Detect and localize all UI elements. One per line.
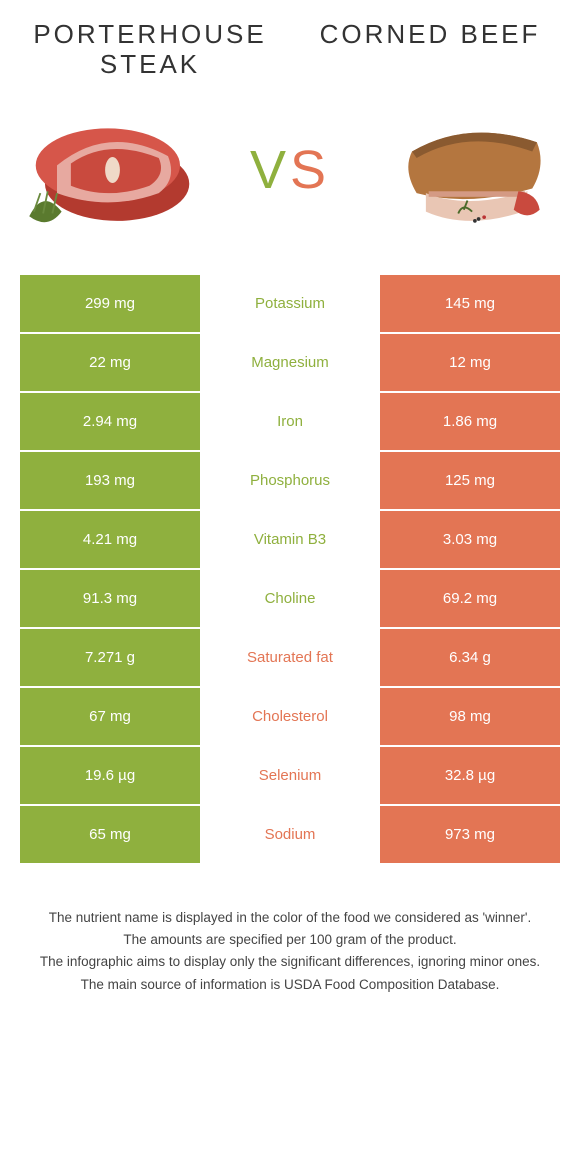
nutrient-name: Magnesium bbox=[200, 334, 380, 391]
left-value: 19.6 µg bbox=[20, 747, 200, 804]
vs-label: VS bbox=[250, 139, 330, 201]
right-value: 3.03 mg bbox=[380, 511, 560, 568]
nutrient-name: Selenium bbox=[200, 747, 380, 804]
nutrient-row: 4.21 mgVitamin B33.03 mg bbox=[20, 511, 560, 568]
left-food-title: PORTERHOUSE STEAK bbox=[30, 20, 270, 80]
footer-line-3: The infographic aims to display only the… bbox=[30, 952, 550, 972]
header: PORTERHOUSE STEAK CORNED BEEF bbox=[0, 0, 580, 80]
nutrient-row: 193 mgPhosphorus125 mg bbox=[20, 452, 560, 509]
nutrient-name: Phosphorus bbox=[200, 452, 380, 509]
vs-v: V bbox=[250, 140, 290, 200]
right-value: 12 mg bbox=[380, 334, 560, 391]
right-food-title: CORNED BEEF bbox=[310, 20, 550, 50]
nutrient-table: 299 mgPotassium145 mg22 mgMagnesium12 mg… bbox=[20, 275, 560, 863]
nutrient-name: Potassium bbox=[200, 275, 380, 332]
nutrient-row: 2.94 mgIron1.86 mg bbox=[20, 393, 560, 450]
left-value: 22 mg bbox=[20, 334, 200, 391]
image-row: VS bbox=[0, 80, 580, 275]
right-value: 32.8 µg bbox=[380, 747, 560, 804]
left-value: 67 mg bbox=[20, 688, 200, 745]
nutrient-row: 19.6 µgSelenium32.8 µg bbox=[20, 747, 560, 804]
nutrient-name: Vitamin B3 bbox=[200, 511, 380, 568]
nutrient-name: Sodium bbox=[200, 806, 380, 863]
corned-beef-image bbox=[375, 95, 560, 245]
right-value: 973 mg bbox=[380, 806, 560, 863]
nutrient-name: Iron bbox=[200, 393, 380, 450]
right-value: 1.86 mg bbox=[380, 393, 560, 450]
left-value: 2.94 mg bbox=[20, 393, 200, 450]
right-value: 125 mg bbox=[380, 452, 560, 509]
footer-line-2: The amounts are specified per 100 gram o… bbox=[30, 930, 550, 950]
nutrient-row: 7.271 gSaturated fat6.34 g bbox=[20, 629, 560, 686]
left-value: 4.21 mg bbox=[20, 511, 200, 568]
footer-notes: The nutrient name is displayed in the co… bbox=[30, 908, 550, 995]
footer-line-1: The nutrient name is displayed in the co… bbox=[30, 908, 550, 928]
footer-line-4: The main source of information is USDA F… bbox=[30, 975, 550, 995]
right-value: 98 mg bbox=[380, 688, 560, 745]
nutrient-row: 91.3 mgCholine69.2 mg bbox=[20, 570, 560, 627]
left-value: 7.271 g bbox=[20, 629, 200, 686]
left-value: 299 mg bbox=[20, 275, 200, 332]
nutrient-row: 299 mgPotassium145 mg bbox=[20, 275, 560, 332]
nutrient-row: 22 mgMagnesium12 mg bbox=[20, 334, 560, 391]
right-value: 69.2 mg bbox=[380, 570, 560, 627]
left-value: 91.3 mg bbox=[20, 570, 200, 627]
left-value: 65 mg bbox=[20, 806, 200, 863]
right-value: 6.34 g bbox=[380, 629, 560, 686]
vs-s: S bbox=[290, 140, 330, 200]
nutrient-name: Cholesterol bbox=[200, 688, 380, 745]
porterhouse-steak-image bbox=[20, 95, 205, 245]
nutrient-name: Saturated fat bbox=[200, 629, 380, 686]
right-value: 145 mg bbox=[380, 275, 560, 332]
nutrient-row: 65 mgSodium973 mg bbox=[20, 806, 560, 863]
left-value: 193 mg bbox=[20, 452, 200, 509]
nutrient-name: Choline bbox=[200, 570, 380, 627]
nutrient-row: 67 mgCholesterol98 mg bbox=[20, 688, 560, 745]
